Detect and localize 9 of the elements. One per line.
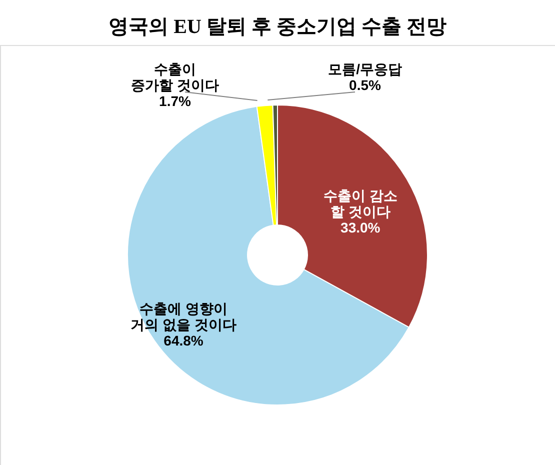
chart-title: 영국의 EU 탈퇴 후 중소기업 수출 전망 — [108, 16, 446, 38]
data-label: 1.7% — [159, 93, 192, 109]
slice-label: 수출에 영향이 거의 없을 것이다 — [130, 300, 236, 333]
slice-label: 수출이 감소 할 것이다 — [323, 188, 398, 220]
slice-label: 모름/무응답 — [328, 61, 402, 77]
slice-label: 수출이 증가할 것이다 — [131, 61, 219, 93]
data-label: 64.8% — [164, 332, 204, 349]
data-label: 33.0% — [340, 220, 381, 236]
data-label: 0.5% — [349, 77, 382, 93]
